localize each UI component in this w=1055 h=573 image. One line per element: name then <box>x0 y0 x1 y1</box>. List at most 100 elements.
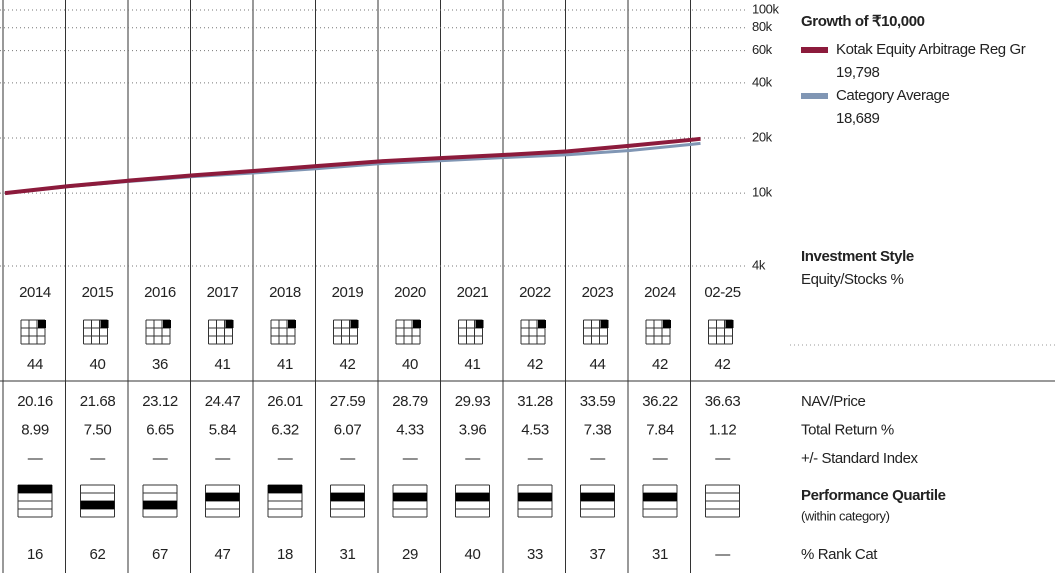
equity-value: 36 <box>152 356 168 373</box>
quartile-mark <box>205 493 240 501</box>
table-value: 26.01 <box>267 393 303 410</box>
table-value: — <box>278 450 293 467</box>
rank-value: 18 <box>277 546 293 563</box>
table-value: 7.50 <box>84 421 112 438</box>
style-label: Equity/Stocks % <box>801 271 903 288</box>
equity-value: 41 <box>277 356 293 373</box>
table-value: 3.96 <box>459 421 487 438</box>
y-tick-label: 100k <box>752 1 779 16</box>
table-value: 8.99 <box>21 421 49 438</box>
table-value: 36.63 <box>705 393 741 410</box>
year-label: 2020 <box>394 284 426 301</box>
y-tick-label: 60k <box>752 42 773 57</box>
rank-label: % Rank Cat <box>801 546 878 563</box>
equity-value: 40 <box>402 356 418 373</box>
style-cell <box>288 320 296 328</box>
table-value: 5.84 <box>209 421 237 438</box>
table-value: 7.38 <box>584 421 612 438</box>
table-value: 28.79 <box>392 393 428 410</box>
year-label: 2024 <box>644 284 676 301</box>
rank-value: 37 <box>590 546 606 563</box>
table-value: 6.32 <box>271 421 299 438</box>
table-value: — <box>215 450 230 467</box>
line-series <box>4 136 701 196</box>
year-label: 2015 <box>82 284 114 301</box>
table-value: 29.93 <box>455 393 491 410</box>
legend-value: 19,798 <box>836 64 880 81</box>
table-value: — <box>28 450 43 467</box>
style-title: Investment Style <box>801 248 914 265</box>
rank-value: — <box>715 546 730 563</box>
quartile-mark <box>393 493 427 501</box>
quartile-mark <box>268 485 302 493</box>
rank-value: 62 <box>90 546 106 563</box>
table-value: 36.22 <box>642 393 678 410</box>
table-value: 21.68 <box>80 393 116 410</box>
table-value: — <box>590 450 605 467</box>
rank-value: 33 <box>527 546 543 563</box>
rank-value: 29 <box>402 546 418 563</box>
year-label: 02-25 <box>704 284 740 301</box>
style-cell <box>663 320 671 328</box>
table-value: — <box>153 450 168 467</box>
y-tick-label: 80k <box>752 19 773 34</box>
year-label: 2019 <box>332 284 364 301</box>
table-value: 24.47 <box>205 393 241 410</box>
year-label: 2018 <box>269 284 301 301</box>
year-label: 2014 <box>19 284 51 301</box>
table-value: 6.65 <box>146 421 174 438</box>
quartile-mark <box>330 493 365 501</box>
table-value: 7.84 <box>646 421 674 438</box>
style-cell <box>600 320 609 328</box>
style-cell <box>538 320 546 328</box>
equity-value: 40 <box>90 356 106 373</box>
rank-value: 47 <box>215 546 231 563</box>
table-value: — <box>653 450 668 467</box>
quartile-mark <box>455 493 490 501</box>
table-value: — <box>340 450 355 467</box>
row-label: NAV/Price <box>801 393 866 410</box>
legend-swatch <box>801 47 828 53</box>
style-cell <box>163 320 171 328</box>
line-series <box>4 141 701 195</box>
table-value: 20.16 <box>17 393 53 410</box>
quartile-mark <box>18 485 52 493</box>
quartile-mark <box>643 493 677 501</box>
quartile-title: Performance Quartile <box>801 487 946 504</box>
row-label: Total Return % <box>801 421 894 438</box>
style-cell <box>38 320 46 328</box>
table-value: 33.59 <box>580 393 616 410</box>
table-value: 4.33 <box>396 421 424 438</box>
style-cell <box>350 320 359 328</box>
table-value: — <box>715 450 730 467</box>
table-value: 27.59 <box>330 393 366 410</box>
rank-value: 40 <box>465 546 481 563</box>
equity-value: 42 <box>340 356 356 373</box>
rank-value: 31 <box>652 546 668 563</box>
year-label: 2023 <box>582 284 614 301</box>
table-value: — <box>465 450 480 467</box>
table-value: 4.53 <box>521 421 549 438</box>
equity-value: 44 <box>590 356 606 373</box>
style-cell <box>413 320 421 328</box>
equity-value: 42 <box>652 356 668 373</box>
y-tick-label: 10k <box>752 185 773 200</box>
style-cell <box>475 320 484 328</box>
equity-value: 41 <box>465 356 481 373</box>
rank-value: 67 <box>152 546 168 563</box>
y-tick-label: 20k <box>752 129 773 144</box>
style-cell <box>725 320 734 328</box>
year-label: 2021 <box>457 284 489 301</box>
equity-value: 42 <box>527 356 543 373</box>
y-tick-label: 40k <box>752 74 773 89</box>
row-label: +/- Standard Index <box>801 450 919 467</box>
quartile-subtitle: (within category) <box>801 508 890 523</box>
quartile-mark <box>143 501 177 509</box>
legend-label: Category Average <box>836 87 949 104</box>
table-value: 1.12 <box>709 421 737 438</box>
equity-value: 44 <box>27 356 43 373</box>
table-value: — <box>403 450 418 467</box>
year-label: 2022 <box>519 284 551 301</box>
y-tick-label: 4k <box>752 257 766 272</box>
